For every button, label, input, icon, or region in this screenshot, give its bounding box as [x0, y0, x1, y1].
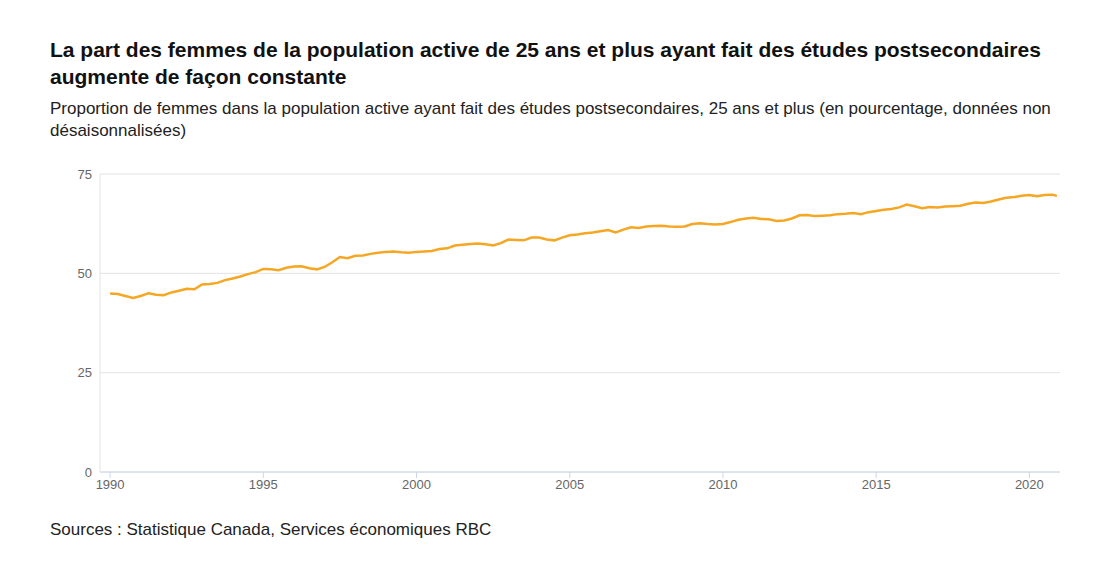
svg-text:1995: 1995: [249, 477, 278, 492]
svg-text:1990: 1990: [96, 477, 125, 492]
svg-text:25: 25: [78, 365, 92, 380]
svg-text:75: 75: [78, 167, 92, 182]
svg-text:2010: 2010: [708, 477, 737, 492]
html-text:La part des femmes de la popul: La part des femmes de la population acti…: [50, 38, 1041, 88]
html-text:Proportion de femmes dans la p: Proportion de femmes dans la population …: [50, 99, 1051, 140]
html-text:Sources : Statistique Canada,: Sources : Statistique Canada, Services é…: [50, 520, 492, 539]
svg-text:2000: 2000: [402, 477, 431, 492]
svg-text:50: 50: [78, 266, 92, 281]
svg-text:2020: 2020: [1015, 477, 1044, 492]
svg-text:2015: 2015: [862, 477, 891, 492]
svg-text:0: 0: [85, 465, 92, 480]
svg-text:2005: 2005: [555, 477, 584, 492]
